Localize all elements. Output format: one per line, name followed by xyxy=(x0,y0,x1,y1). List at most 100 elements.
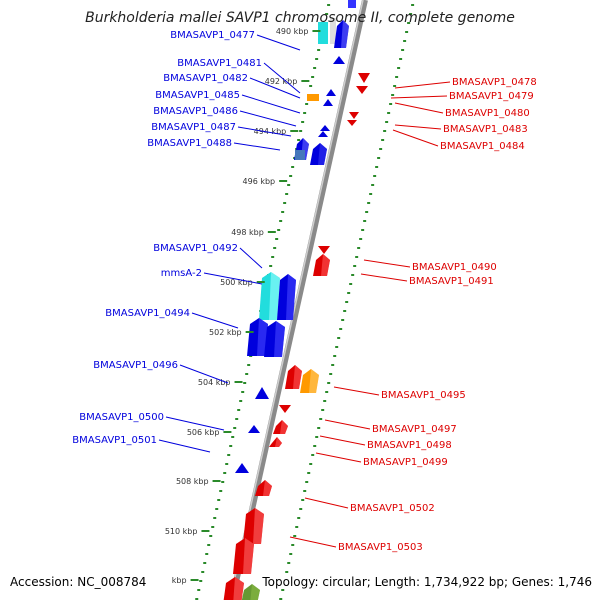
tick-mark xyxy=(371,184,375,186)
callout-line xyxy=(239,110,297,127)
tick-mark xyxy=(219,490,223,492)
tick-mark xyxy=(349,283,353,285)
gene-block xyxy=(269,437,282,447)
tick-mark xyxy=(229,445,233,447)
callout-line xyxy=(394,124,442,130)
scale-label: 506 kbp xyxy=(187,428,220,437)
callout-line xyxy=(263,62,301,94)
scale-label: 496 kbp xyxy=(243,177,276,186)
tick-mark xyxy=(235,418,239,420)
callout-line xyxy=(319,435,366,446)
tick-mark xyxy=(381,139,385,141)
gene-arrow xyxy=(347,120,357,126)
tick-mark xyxy=(375,166,379,168)
gene-block xyxy=(259,272,280,320)
tick-mark xyxy=(301,121,305,123)
gene-label: BMASAVP1_0487 xyxy=(151,122,236,133)
callout-line xyxy=(304,497,349,509)
gene-box xyxy=(348,0,356,8)
callout-line xyxy=(239,247,263,269)
tick-mark xyxy=(231,436,235,438)
tick-mark xyxy=(341,319,345,321)
tick-mark xyxy=(299,508,303,510)
gene-arrow xyxy=(323,99,333,106)
tick-mark xyxy=(365,211,369,213)
gene-label: BMASAVP1_0480 xyxy=(445,108,530,119)
tick-mark xyxy=(373,175,377,177)
gene-arrow xyxy=(279,405,291,413)
gene-label: BMASAVP1_0491 xyxy=(409,276,494,287)
gene-block xyxy=(247,318,268,356)
tick-mark xyxy=(223,472,227,474)
tick-mark xyxy=(335,346,339,348)
gene-arrow xyxy=(356,86,368,94)
gene-label: BMASAVP1_0498 xyxy=(367,440,452,451)
scale-label: 510 kbp xyxy=(165,527,198,536)
gene-block xyxy=(285,365,302,389)
gene-label: BMASAVP1_0479 xyxy=(449,91,534,102)
gene-features xyxy=(223,0,370,600)
tick-mark xyxy=(367,202,371,204)
callout-line xyxy=(241,94,301,114)
scale-label: 494 kbp xyxy=(254,127,287,136)
tick-mark xyxy=(389,103,393,105)
tick-mark xyxy=(405,31,409,33)
gene-arrow xyxy=(349,112,359,119)
outer-tick-ring xyxy=(279,4,415,600)
gene-block xyxy=(273,420,288,434)
tick-mark xyxy=(393,85,397,87)
callout-line xyxy=(165,416,225,431)
tick-mark xyxy=(209,535,213,537)
tick-mark xyxy=(399,58,403,60)
gene-arrow xyxy=(255,387,269,399)
gene-label: BMASAVP1_0497 xyxy=(372,424,457,435)
tick-mark xyxy=(285,571,289,573)
tick-mark xyxy=(327,382,331,384)
tick-mark xyxy=(351,274,355,276)
gene-block xyxy=(264,321,285,357)
tick-mark xyxy=(345,301,349,303)
tick-mark xyxy=(317,49,321,51)
tick-mark xyxy=(355,256,359,258)
callout-line xyxy=(324,419,371,430)
gene-arrow xyxy=(248,425,260,433)
tick-mark xyxy=(305,103,309,105)
tick-mark xyxy=(315,58,319,60)
tick-mark xyxy=(217,499,221,501)
gene-label: BMASAVP1_0482 xyxy=(163,73,248,84)
gene-label: BMASAVP1_0492 xyxy=(153,243,238,254)
gene-box xyxy=(330,18,336,44)
tick-mark xyxy=(395,76,399,78)
tick-mark xyxy=(279,220,283,222)
tick-mark xyxy=(291,166,295,168)
tick-mark xyxy=(295,526,299,528)
tick-mark xyxy=(301,499,305,501)
tick-mark xyxy=(271,256,275,258)
tick-mark xyxy=(357,247,361,249)
tick-mark xyxy=(317,427,321,429)
gene-label: BMASAVP1_0499 xyxy=(363,457,448,468)
tick-mark xyxy=(411,4,415,6)
gene-block xyxy=(334,20,349,48)
tick-mark xyxy=(203,562,207,564)
tick-mark xyxy=(237,409,241,411)
callout-line xyxy=(179,364,229,384)
gene-arrow xyxy=(318,131,328,137)
gene-label: BMASAVP1_0490 xyxy=(412,262,497,273)
scale-label: kbp xyxy=(172,576,187,585)
gene-block xyxy=(300,369,319,393)
tick-mark xyxy=(293,535,297,537)
tick-mark xyxy=(313,445,317,447)
tick-mark xyxy=(331,364,335,366)
gene-label: BMASAVP1_0495 xyxy=(381,390,466,401)
tick-mark xyxy=(281,211,285,213)
tick-mark xyxy=(241,391,245,393)
tick-mark xyxy=(311,76,315,78)
gene-arrow xyxy=(320,125,330,131)
tick-mark xyxy=(339,328,343,330)
tick-mark xyxy=(247,364,251,366)
map-title: Burkholderia mallei SAVP1 chromosome II,… xyxy=(85,10,515,26)
callout-line xyxy=(237,126,292,137)
tick-mark xyxy=(303,112,307,114)
tick-mark xyxy=(289,553,293,555)
